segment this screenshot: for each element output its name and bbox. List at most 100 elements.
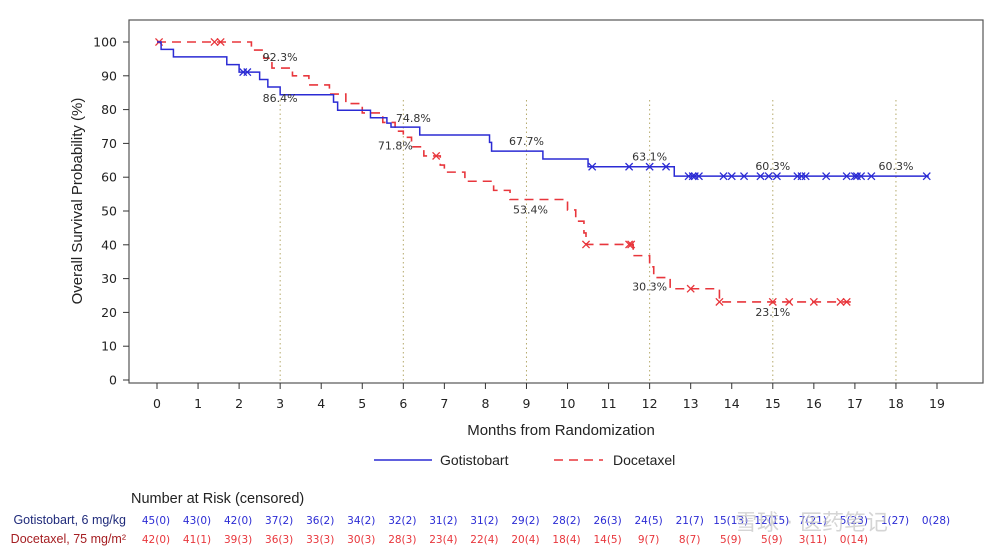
censor-stroke [661,162,671,171]
x-tick-label: 12 [642,396,658,411]
x-tick-label: 1 [194,396,202,411]
censor-mark-docetaxel [627,240,636,249]
x-tick-label: 8 [481,396,489,411]
censor-stroke [801,172,810,181]
landmark-label-docetaxel: 71.8% [378,139,413,152]
risk-value-gotistobart: 0(28) [922,515,950,527]
risk-value-docetaxel: 41(1) [183,534,211,546]
risk-value-docetaxel: 5(9) [761,534,783,546]
risk-value-docetaxel: 28(3) [388,534,416,546]
y-tick-label: 60 [101,170,117,185]
risk-value-gotistobart: 12(15) [754,515,789,527]
censor-stroke [625,240,634,249]
censor-stroke [867,172,876,181]
x-tick-label: 7 [440,396,448,411]
series-layer [154,37,931,306]
risk-value-docetaxel: 39(3) [224,534,252,546]
curve-gotistobart [157,41,929,177]
censor-mark-docetaxel [836,297,845,306]
censor-mark-gotistobart [645,162,654,171]
censor-mark-docetaxel [625,240,634,249]
x-tick-label: 3 [276,396,284,411]
censor-stroke [809,297,818,306]
curve-docetaxel [157,41,851,303]
censor-mark-docetaxel [581,240,591,249]
risk-value-gotistobart: 31(2) [429,515,457,527]
risk-value-docetaxel: 0(14) [840,534,868,546]
risk-value-docetaxel: 22(4) [470,534,498,546]
risk-value-gotistobart: 36(2) [306,515,334,527]
risk-row-label-docetaxel: Docetaxel, 75 mg/m² [11,532,126,546]
censor-mark-docetaxel [432,151,441,160]
censor-stroke [688,172,697,181]
y-axis: 0 10 20 30 40 50 60 70 80 90 100 [93,35,129,388]
censor-stroke [822,172,831,181]
censor-mark-docetaxel [686,284,695,293]
censor-mark-docetaxel [842,297,851,306]
risk-value-gotistobart: 28(2) [552,515,580,527]
risk-value-gotistobart: 21(7) [676,515,704,527]
y-tick-label: 80 [101,102,117,117]
censor-stroke [694,172,703,181]
landmark-label-docetaxel: 53.4% [513,204,548,217]
x-tick-label: 18 [888,396,904,411]
x-tick-label: 4 [317,396,325,411]
censor-mark-gotistobart [764,172,773,181]
censor-mark-gotistobart [625,162,634,171]
censor-stroke [756,172,765,181]
censor-mark-gotistobart [661,162,671,171]
censor-stroke [739,172,749,181]
censor-stroke [856,172,866,181]
risk-value-docetaxel: 33(3) [306,534,334,546]
censor-mark-gotistobart [822,172,831,181]
censor-stroke [850,172,859,181]
censor-mark-gotistobart [243,68,252,77]
x-tick-label: 14 [724,396,740,411]
censor-stroke [627,240,636,249]
censor-stroke [785,297,794,306]
y-tick-label: 20 [101,305,117,320]
risk-value-gotistobart: 1(27) [881,515,909,527]
risk-value-gotistobart: 29(2) [511,515,539,527]
censor-mark-docetaxel [715,297,724,306]
censor-stroke [243,68,252,77]
censor-mark-gotistobart [756,172,765,181]
landmark-label-gotistobart: 60.3% [878,160,913,173]
censor-stroke [581,240,591,249]
landmark-label-docetaxel: 92.3% [263,51,298,64]
censor-stroke [922,172,931,181]
censor-mark-docetaxel [768,297,777,306]
risk-value-gotistobart: 15(13) [713,515,748,527]
censor-mark-docetaxel [809,297,818,306]
censor-stroke [588,162,597,171]
x-tick-label: 9 [522,396,530,411]
risk-value-docetaxel: 30(3) [347,534,375,546]
y-tick-label: 40 [101,237,117,252]
x-axis-title: Months from Randomization [467,422,655,439]
censor-mark-docetaxel [216,37,225,47]
y-axis-title: Overall Survival Probability (%) [69,98,86,305]
risk-value-gotistobart: 45(0) [142,515,170,527]
annotation-layer: 86.4% 74.8% 67.7% 63.1% 60.3% 60.3% 92.3% 71.8%… [263,51,914,319]
y-tick-label: 0 [109,373,117,388]
x-tick-label: 10 [560,396,576,411]
risk-row-label-gotistobart: Gotistobart, 6 mg/kg [13,513,126,527]
x-tick-label: 11 [601,396,617,411]
risk-value-gotistobart: 7(21) [799,515,827,527]
landmark-label-gotistobart: 74.8% [396,112,431,125]
censor-stroke [719,172,728,181]
risk-value-docetaxel: 5(9) [720,534,742,546]
censor-stroke [216,37,225,47]
x-tick-label: 5 [358,396,366,411]
landmark-label-gotistobart: 86.4% [263,92,298,105]
risk-table: Number at Risk (censored) Gotistobart, 6… [11,491,950,546]
risk-value-docetaxel: 8(7) [679,534,701,546]
landmark-label-gotistobart: 60.3% [755,160,790,173]
censor-stroke [772,172,781,181]
censor-mark-gotistobart [867,172,876,181]
x-tick-label: 15 [765,396,781,411]
risk-value-gotistobart: 43(0) [183,515,211,527]
y-tick-label: 90 [101,68,117,83]
censor-stroke [768,297,777,306]
censor-mark-gotistobart [688,172,697,181]
